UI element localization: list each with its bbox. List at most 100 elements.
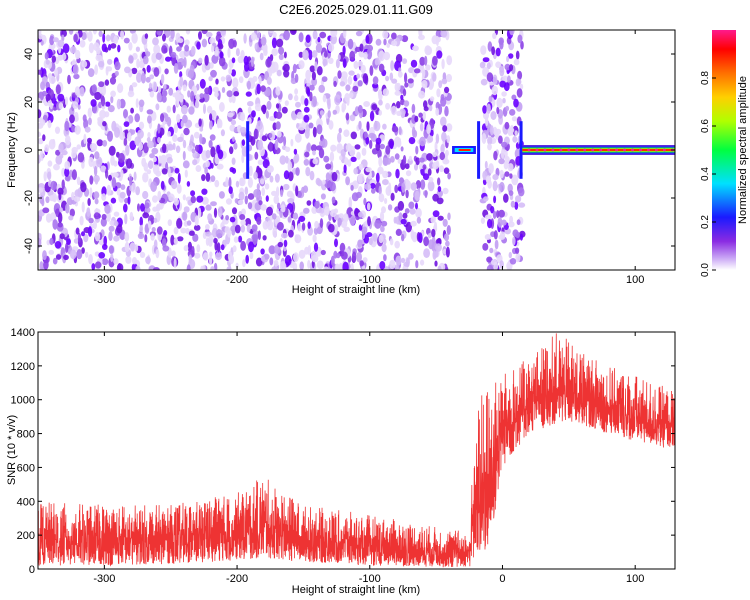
heatmap-cell [151, 147, 159, 155]
heatmap-cell [183, 245, 189, 252]
heatmap-cell [162, 245, 170, 252]
heatmap-cell [69, 114, 75, 124]
heatmap-cell [535, 148, 539, 152]
heatmap-cell [258, 200, 263, 206]
x-tick-label: -200 [226, 573, 248, 585]
heatmap-cell [293, 252, 299, 263]
heatmap-cell [240, 112, 246, 122]
heatmap-cell [147, 140, 154, 149]
heatmap-cell [64, 167, 70, 177]
heatmap-cell [79, 86, 85, 97]
heatmap-cell [108, 231, 113, 242]
heatmap-cell [201, 174, 206, 182]
heatmap-cell [405, 221, 412, 233]
heatmap-cell [58, 143, 64, 153]
heatmap-cell [363, 51, 368, 60]
heatmap-cell [150, 181, 158, 193]
heatmap-cell [153, 44, 161, 55]
heatmap-cell [499, 80, 507, 88]
heatmap-cell [94, 64, 98, 75]
heatmap-cell [116, 188, 121, 196]
heatmap-cell [445, 246, 450, 258]
heatmap-cell [38, 131, 41, 138]
heatmap-cell [354, 144, 361, 150]
heatmap-cell [88, 156, 94, 168]
heatmap-cell [295, 101, 301, 108]
heatmap-cell [591, 148, 595, 152]
heatmap-cell [96, 139, 104, 147]
heatmap-cell [271, 48, 279, 56]
heatmap-cell [425, 64, 431, 71]
heatmap-cell [158, 86, 162, 93]
heatmap-cell [280, 189, 284, 198]
heatmap-cell [75, 49, 81, 60]
heatmap-cell [304, 98, 309, 107]
heatmap-cell [275, 186, 280, 198]
heatmap-cell [359, 43, 364, 52]
heatmap-cell [429, 104, 433, 112]
heatmap-cell [427, 168, 432, 176]
heatmap-cell [172, 92, 179, 98]
heatmap-cell [109, 76, 117, 85]
heatmap-cell [507, 128, 513, 136]
heatmap-cell [184, 169, 188, 178]
heatmap-cell [262, 43, 268, 53]
y-tick-label: 800 [17, 429, 35, 441]
heatmap-cell [191, 148, 196, 154]
heatmap-cell [271, 266, 279, 270]
heatmap-cell [220, 129, 225, 137]
heatmap-cell [312, 234, 317, 243]
heatmap-cell [357, 80, 363, 87]
heatmap-cell [315, 43, 323, 53]
heatmap-cell [114, 70, 119, 77]
heatmap-cell [321, 76, 328, 82]
heatmap-cell [256, 120, 263, 131]
heatmap-cell [211, 45, 214, 53]
heatmap-cell [337, 54, 341, 61]
heatmap-cell [312, 126, 317, 138]
heatmap-cell [224, 226, 231, 234]
heatmap-cell [269, 115, 276, 122]
heatmap-cell [389, 259, 396, 270]
heatmap-cell [504, 63, 511, 71]
heatmap-cell [228, 264, 232, 270]
heatmap-cell [98, 81, 105, 88]
heatmap-cell [394, 184, 399, 194]
heatmap-cell [83, 133, 87, 145]
heatmap-cell [234, 198, 239, 204]
heatmap-cell [110, 95, 114, 104]
heatmap-cell [161, 238, 167, 248]
heatmap-cell [250, 32, 257, 41]
heatmap-cell [268, 141, 273, 152]
heatmap-cell [379, 143, 386, 150]
heatmap-cell [54, 68, 59, 78]
heatmap-cell [330, 209, 337, 218]
heatmap-cell [124, 66, 131, 74]
heatmap-cell [198, 118, 202, 127]
y-tick-label: 1000 [11, 395, 35, 407]
heatmap-cell [247, 101, 254, 107]
snr-x-label: Height of straight line (km) [292, 584, 420, 596]
heatmap-cell [492, 180, 498, 192]
heatmap-cell [65, 203, 70, 214]
heatmap-cell [108, 245, 114, 255]
heatmap-cell [314, 61, 318, 72]
heatmap-cell [496, 97, 503, 108]
heatmap-cell [113, 211, 120, 217]
heatmap-cell [173, 123, 178, 134]
y-tick-label: 0 [23, 147, 35, 153]
heatmap-cell [182, 211, 188, 221]
heatmap-cell [339, 155, 343, 161]
heatmap-cell [317, 36, 321, 43]
heatmap-cell [136, 58, 140, 69]
heatmap-cell [179, 94, 184, 103]
heatmap-cell [164, 68, 169, 75]
heatmap-cell [400, 218, 407, 225]
heatmap-cell [231, 167, 237, 174]
heatmap-cell [499, 260, 504, 269]
heatmap-cell [216, 144, 221, 154]
heatmap-cell [343, 30, 347, 39]
heatmap-cell [116, 263, 124, 270]
heatmap-cell [58, 212, 63, 224]
heatmap-cell [107, 58, 113, 65]
